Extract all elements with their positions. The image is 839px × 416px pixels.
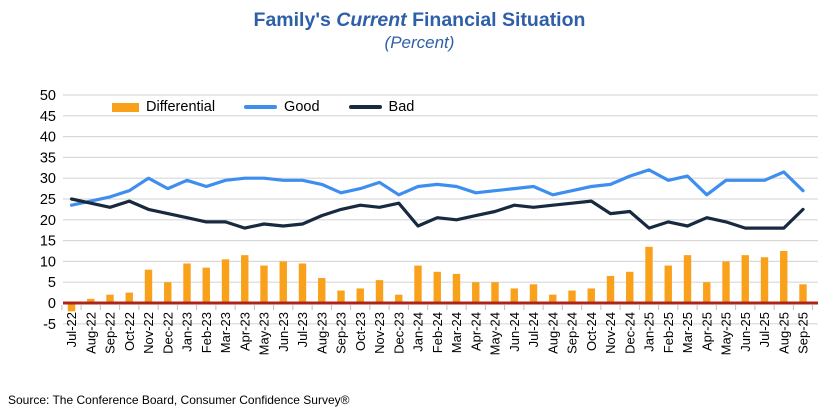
svg-text:25: 25 — [40, 192, 56, 208]
svg-text:Feb-24: Feb-24 — [430, 312, 445, 353]
title-italic-word: Current — [336, 9, 407, 31]
svg-text:-5: -5 — [43, 317, 56, 333]
svg-text:Oct-23: Oct-23 — [353, 312, 368, 351]
svg-text:10: 10 — [40, 254, 56, 270]
svg-text:40: 40 — [40, 130, 56, 146]
svg-text:Aug-25: Aug-25 — [776, 312, 791, 354]
svg-text:Mar-25: Mar-25 — [680, 312, 695, 353]
good-line — [69, 168, 805, 207]
source-note: Source: The Conference Board, Consumer C… — [8, 393, 350, 407]
svg-text:Sep-22: Sep-22 — [103, 312, 118, 354]
svg-text:Oct-22: Oct-22 — [122, 312, 137, 351]
svg-text:30: 30 — [40, 171, 56, 187]
svg-text:Apr-24: Apr-24 — [468, 312, 483, 351]
svg-text:Sep-25: Sep-25 — [796, 312, 811, 354]
svg-text:Jun-23: Jun-23 — [276, 312, 291, 352]
chart-legend: Differential Good Bad — [112, 99, 414, 115]
svg-text:Nov-23: Nov-23 — [372, 312, 387, 354]
svg-text:Jul-25: Jul-25 — [757, 312, 772, 347]
svg-text:Jan-24: Jan-24 — [411, 312, 426, 352]
svg-text:45: 45 — [40, 109, 56, 125]
svg-text:Oct-24: Oct-24 — [584, 312, 599, 351]
gridlines — [63, 94, 818, 325]
svg-text:Jan-25: Jan-25 — [642, 312, 657, 352]
svg-text:Jul-24: Jul-24 — [526, 312, 541, 347]
title-suffix: Financial Situation — [412, 9, 586, 31]
chart-area: 50 45 40 35 30 25 20 15 10 5 0 -5 Jul-22 Aug-22 Sep-22… — [0, 84, 839, 390]
svg-text:50: 50 — [40, 88, 56, 104]
x-axis-ticks — [61, 305, 814, 310]
x-axis-labels: Jul-22 Aug-22 Sep-22 Oct-22 Nov-22 Dec-22 Jan-… — [64, 312, 811, 355]
svg-text:Apr-25: Apr-25 — [699, 312, 714, 351]
legend-label-differential: Differential — [146, 99, 216, 115]
legend-item-differential: Differential — [112, 99, 215, 115]
svg-text:Feb-25: Feb-25 — [661, 312, 676, 353]
chart-page: Family's Current Financial Situation (Pe… — [0, 0, 839, 407]
svg-text:Sep-24: Sep-24 — [565, 312, 580, 354]
good-swatch-icon — [244, 105, 278, 109]
svg-text:Jun-24: Jun-24 — [507, 312, 522, 352]
legend-item-bad: Bad — [348, 99, 415, 115]
svg-text:15: 15 — [40, 234, 56, 250]
svg-text:Dec-23: Dec-23 — [391, 312, 406, 354]
legend-label-good: Good — [284, 99, 320, 115]
chart-subtitle: (Percent) — [384, 33, 455, 53]
svg-text:Aug-23: Aug-23 — [314, 312, 329, 354]
legend-item-good: Good — [244, 99, 320, 115]
svg-text:Jul-22: Jul-22 — [64, 312, 79, 347]
legend-label-bad: Bad — [388, 99, 415, 115]
svg-text:Aug-22: Aug-22 — [83, 312, 98, 354]
bad-line — [69, 197, 805, 230]
svg-text:5: 5 — [48, 275, 56, 291]
title-prefix: Family's — [253, 9, 331, 31]
svg-text:Sep-23: Sep-23 — [334, 312, 349, 354]
svg-text:Apr-23: Apr-23 — [237, 312, 252, 351]
svg-text:0: 0 — [48, 296, 56, 312]
svg-text:Mar-24: Mar-24 — [449, 312, 464, 353]
svg-text:Aug-24: Aug-24 — [545, 312, 560, 354]
svg-text:Dec-22: Dec-22 — [160, 312, 175, 354]
svg-text:May-24: May-24 — [488, 312, 503, 355]
svg-text:May-23: May-23 — [257, 312, 272, 355]
svg-text:Dec-24: Dec-24 — [622, 312, 637, 354]
chart-header: Family's Current Financial Situation (Pe… — [0, 0, 839, 84]
svg-text:Nov-24: Nov-24 — [603, 312, 618, 354]
svg-text:Nov-22: Nov-22 — [141, 312, 156, 354]
svg-text:Feb-23: Feb-23 — [199, 312, 214, 353]
bad-swatch-icon — [348, 105, 382, 109]
chart-title: Family's Current Financial Situation — [0, 9, 839, 32]
svg-text:20: 20 — [40, 213, 56, 229]
svg-text:Mar-23: Mar-23 — [218, 312, 233, 353]
svg-text:35: 35 — [40, 150, 56, 166]
svg-text:Jun-25: Jun-25 — [738, 312, 753, 352]
svg-text:Jan-23: Jan-23 — [180, 312, 195, 352]
svg-text:May-25: May-25 — [719, 312, 734, 355]
differential-bars — [67, 246, 807, 312]
svg-text:Jul-23: Jul-23 — [295, 312, 310, 347]
differential-swatch-icon — [112, 102, 139, 112]
